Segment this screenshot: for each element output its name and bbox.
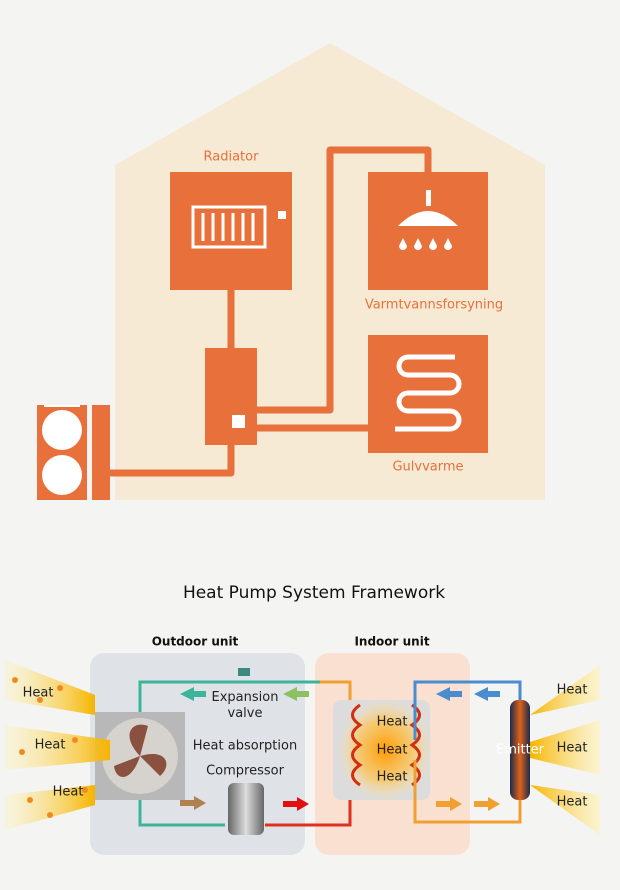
page: {"house":{"radiator":"Radiator","hot_wat… — [0, 0, 620, 890]
coil-heat-label: Heat — [377, 715, 408, 730]
flow-arrow — [283, 801, 297, 807]
compressor-label: Compressor — [206, 764, 285, 779]
flow-arrow — [194, 691, 206, 697]
flow-arrow — [436, 801, 450, 807]
outdoor-unit-label: Outdoor unit — [152, 635, 239, 649]
heat-in-label: Heat — [23, 686, 54, 701]
compressor-icon — [228, 783, 264, 835]
coil-heat-label: Heat — [377, 770, 408, 785]
heat-in-label: Heat — [53, 785, 84, 800]
indoor-unit-label: Indoor unit — [354, 635, 429, 649]
coil-heat-label: Heat — [377, 743, 408, 758]
heat-absorption-label: Heat absorption — [193, 739, 297, 754]
radiator-valve — [278, 211, 286, 219]
heat-in-label: Heat — [35, 738, 66, 753]
radiator-label: Radiator — [204, 150, 260, 165]
flow-arrow — [474, 801, 488, 807]
hot-water-label: Varmtvannsforsyning — [365, 298, 503, 313]
outdoor-unit-icon — [37, 405, 110, 500]
label-line: Expansion — [212, 690, 279, 705]
framework-title: Heat Pump System Framework — [183, 583, 445, 603]
heat-out-label: Heat — [557, 683, 588, 698]
flow-arrow — [488, 691, 500, 697]
heat-out-label: Heat — [557, 741, 588, 756]
controller — [205, 348, 257, 445]
radiator-box — [170, 172, 292, 290]
expansion-valve-icon — [238, 668, 250, 676]
flow-arrow — [450, 691, 462, 697]
diagram: Radiator Varmtvannsforsyning Gulvvarme H… — [0, 0, 620, 890]
flow-arrow — [297, 691, 309, 697]
controller-port — [232, 415, 245, 428]
label-line: valve — [228, 706, 263, 721]
floor-heating-label: Gulvvarme — [392, 460, 463, 475]
hot-water-box — [368, 172, 488, 290]
flow-arrow — [180, 800, 194, 806]
emitter-label: Emitter — [496, 743, 545, 758]
heat-out-label: Heat — [557, 795, 588, 810]
